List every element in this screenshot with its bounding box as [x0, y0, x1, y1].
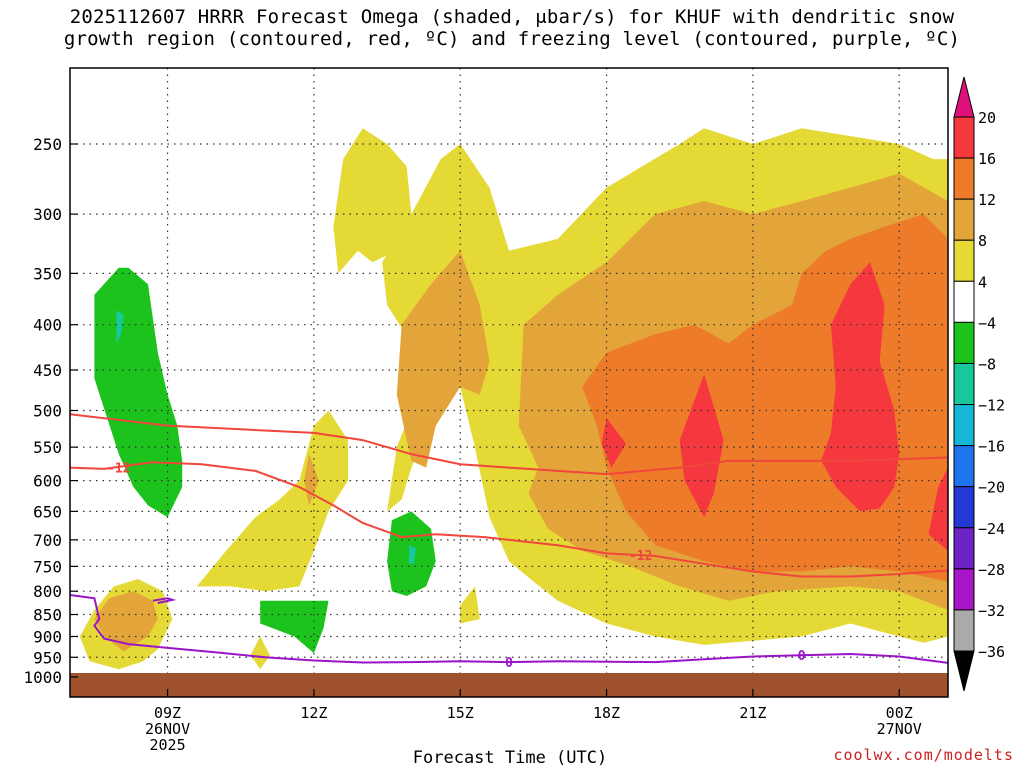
ytick-label-1000: 1000	[23, 668, 62, 687]
colorbar-bin-9	[953, 486, 975, 529]
plot-frame	[69, 67, 949, 698]
axes: 250 300 350 400 450 500 550 600 650 700 750 800 850 9…	[23, 67, 949, 754]
colorbar: 20 16 12 8 4 −4 −8 −12 −16 −20 −24 −28 −32 −36	[953, 76, 1005, 692]
colorbar-label-11: −28	[978, 561, 1005, 579]
ytick-label-950: 950	[33, 648, 62, 667]
colorbar-bin-12	[953, 609, 975, 652]
ytick-label-750: 750	[33, 557, 62, 576]
colorbar-bin-10	[953, 527, 975, 570]
colorbar-under-triangle	[953, 650, 975, 692]
omega-region-pos-13	[821, 262, 900, 512]
colorbar-label-6: −8	[978, 355, 996, 373]
ytick-label-850: 850	[33, 606, 62, 625]
dgz-label-left: -12	[107, 462, 130, 477]
colorbar-bin-7	[953, 404, 975, 447]
omega-region-pos-1	[250, 636, 270, 670]
ytick-label-500: 500	[33, 402, 62, 421]
colorbar-label-9: −20	[978, 479, 1005, 497]
colorbar-label-13: −36	[978, 643, 1005, 661]
dgz-isotherm-1	[70, 461, 948, 578]
omega-region-pos-4	[333, 128, 412, 274]
surface-ground	[70, 673, 948, 697]
freezing-level-0	[70, 594, 948, 664]
colorbar-label-4: 4	[978, 273, 987, 291]
xtick-label-24-0: 00Z	[886, 704, 913, 722]
credit-link[interactable]: coolwx.com/modelts	[833, 746, 1014, 764]
dgz-label-right: -12	[629, 549, 652, 564]
xtick-label-21-0: 21Z	[739, 704, 766, 722]
colorbar-bin-0	[953, 116, 975, 159]
xtick-label-12-0: 12Z	[300, 704, 327, 722]
omega-region-pos-12	[679, 374, 724, 518]
colorbar-label-8: −16	[978, 438, 1005, 456]
omega-region-pos-0	[196, 410, 348, 592]
omega-region-neg-16	[260, 600, 329, 654]
title-line-2: growth region (contoured, red, ºC) and f…	[63, 28, 961, 50]
colorbar-bin-5	[953, 321, 975, 364]
xtick-label-15-0: 15Z	[447, 704, 474, 722]
omega-region-pos-14	[928, 467, 948, 551]
colorbar-label-3: 8	[978, 232, 987, 250]
omega-region-pos-11	[601, 418, 627, 468]
xtick-label-9-0: 09Z	[154, 704, 181, 722]
dgz-isotherm-0	[70, 413, 948, 476]
ytick-label-800: 800	[33, 582, 62, 601]
omega-region-pos-8	[396, 250, 490, 468]
ytick-label-400: 400	[33, 316, 62, 335]
xtick-label-24-1: 27NOV	[877, 720, 922, 738]
ytick-label-300: 300	[33, 205, 62, 224]
omega-region-neg-19	[409, 545, 417, 564]
omega-region-neg-15	[94, 267, 183, 518]
omega-region-neg-18	[116, 310, 124, 344]
freezing-level-1	[152, 597, 177, 604]
colorbar-bin-6	[953, 362, 975, 406]
ytick-label-700: 700	[33, 531, 62, 550]
colorbar-label-0: 20	[978, 109, 996, 127]
colorbar-bin-2	[953, 198, 975, 241]
ytick-label-550: 550	[33, 438, 62, 457]
ytick-label-600: 600	[33, 472, 62, 491]
colorbar-bin-11	[953, 568, 975, 611]
colorbar-over-triangle	[953, 76, 975, 118]
colorbar-label-2: 12	[978, 191, 996, 209]
ytick-label-250: 250	[33, 135, 62, 154]
ytick-label-900: 900	[33, 627, 62, 646]
colorbar-label-5: −4	[978, 314, 996, 332]
ytick-label-450: 450	[33, 361, 62, 380]
x-axis-label: Forecast Time (UTC)	[412, 748, 608, 768]
xtick-label-9-1: 26NOV	[145, 720, 190, 738]
colorbar-label-12: −32	[978, 602, 1005, 620]
freezing-label-2: 0	[798, 649, 806, 664]
title-line-1: 2025112607 HRRR Forecast Omega (shaded, …	[69, 6, 955, 28]
colorbar-label-10: −24	[978, 520, 1005, 538]
freezing-label-1: 0	[505, 656, 513, 671]
colorbar-bin-1	[953, 157, 975, 200]
colorbar-label-7: −12	[978, 397, 1005, 415]
ytick-label-350: 350	[33, 264, 62, 283]
omega-region-pos-2	[460, 586, 480, 624]
plot-area: -12 -12 0 0	[70, 68, 948, 697]
colorbar-bin-8	[953, 445, 975, 488]
xtick-label-18-0: 18Z	[593, 704, 620, 722]
xtick-label-9-2: 2025	[149, 736, 185, 754]
ytick-label-650: 650	[33, 502, 62, 521]
colorbar-bin-3	[953, 239, 975, 282]
colorbar-bin-4	[953, 280, 975, 323]
chart-title: 2025112607 HRRR Forecast Omega (shaded, …	[0, 6, 1024, 50]
colorbar-label-1: 16	[978, 150, 996, 168]
